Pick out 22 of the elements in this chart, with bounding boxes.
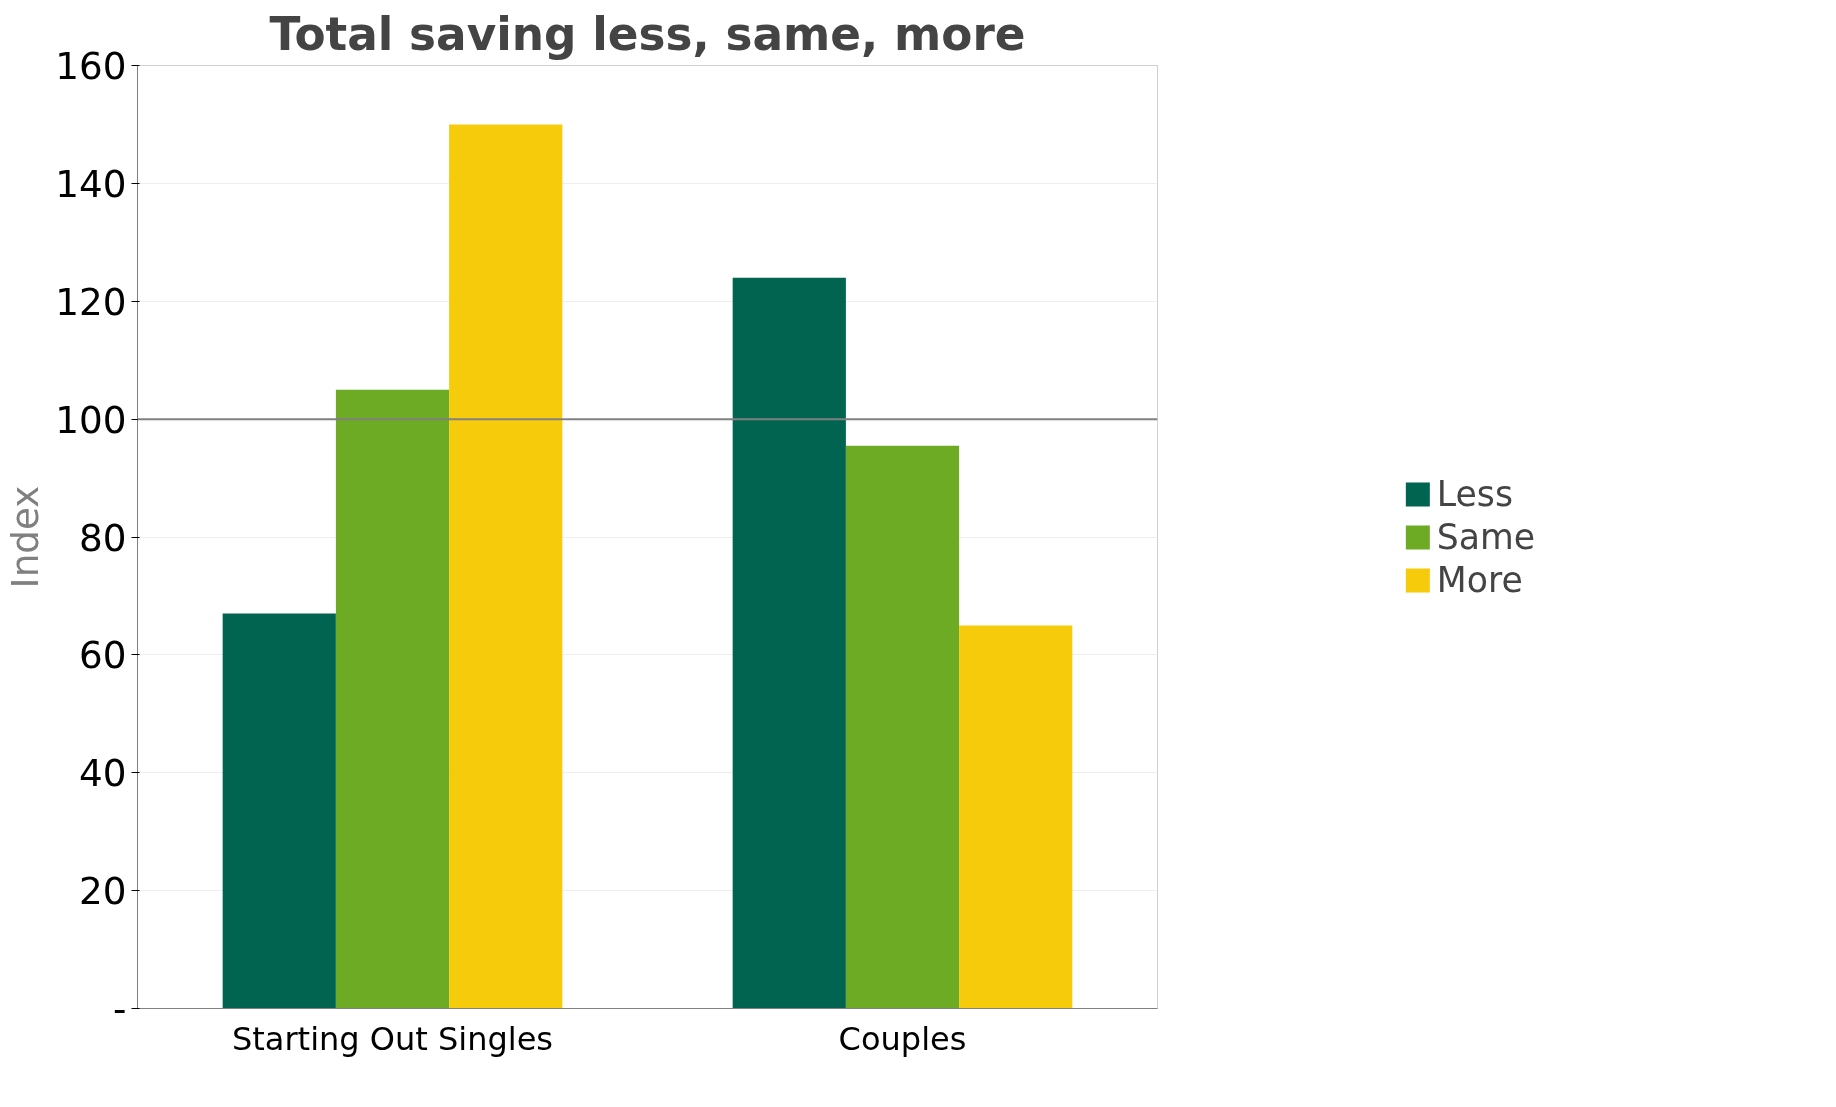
bar: [335, 389, 450, 1009]
bar: [732, 277, 846, 1009]
bar: [845, 445, 960, 1009]
bar: [959, 625, 1073, 1009]
y-tick-label: 100: [55, 397, 127, 442]
y-tick-label: 80: [79, 515, 127, 560]
legend-label: Less: [1436, 473, 1513, 514]
chart-title: Total saving less, same, more: [269, 7, 1026, 61]
y-tick-label: 120: [55, 279, 127, 324]
y-axis-title: Index: [3, 485, 48, 589]
y-tick-label: 160: [55, 44, 127, 88]
y-tick-label: 40: [79, 751, 127, 796]
x-tick-label: Starting Out Singles: [231, 1019, 554, 1058]
y-tick-label: -: [113, 987, 127, 1031]
y-tick-label: 20: [79, 869, 127, 914]
bar: [222, 613, 336, 1009]
legend-label: More: [1436, 559, 1523, 600]
y-tick-label: 140: [55, 161, 127, 206]
legend-label: Same: [1436, 516, 1536, 557]
bar: [449, 124, 563, 1009]
y-tick-label: 60: [79, 633, 127, 678]
x-tick-label: Couples: [838, 1019, 967, 1058]
